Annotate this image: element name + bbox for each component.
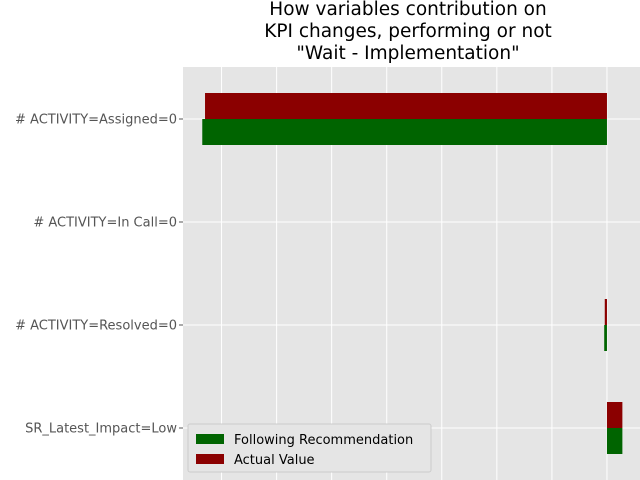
bar-following-recommendation-activity-resolved-0	[604, 325, 607, 351]
legend: Following Recommendation Actual Value	[187, 423, 432, 473]
bar-actual-value-activity-assigned-0	[205, 93, 607, 119]
bar-following-recommendation-activity-assigned-0	[202, 119, 607, 145]
bars	[202, 93, 623, 454]
chart-title-line-1: How variables contribution on	[269, 0, 546, 20]
legend-swatch-actual-value	[196, 454, 224, 464]
y-tick-label-activity-resolved-0: # ACTIVITY=Resolved=0	[15, 319, 177, 334]
bar-actual-value-activity-resolved-0	[604, 299, 607, 325]
legend-label-actual-value: Actual Value	[234, 453, 315, 468]
legend-frame	[187, 423, 432, 473]
bar-actual-value-sr-latest-impact-low	[606, 402, 623, 428]
legend-swatch-following-recommendation	[196, 434, 224, 444]
chart-title-line-3: "Wait - Implementation"	[296, 43, 519, 64]
y-tick-labels: # ACTIVITY=Assigned=0 # ACTIVITY=In Call=…	[15, 113, 183, 437]
y-tick-label-activity-assigned-0: # ACTIVITY=Assigned=0	[15, 113, 177, 128]
y-tick-label-sr-latest-impact-low: SR_Latest_Impact=Low	[25, 422, 177, 437]
bar-following-recommendation-sr-latest-impact-low	[606, 428, 623, 454]
chart-title-line-2: KPI changes, performing or not	[264, 21, 552, 42]
legend-label-following-recommendation: Following Recommendation	[234, 433, 413, 448]
y-tick-label-activity-in-call-0: # ACTIVITY=In Call=0	[33, 216, 177, 231]
